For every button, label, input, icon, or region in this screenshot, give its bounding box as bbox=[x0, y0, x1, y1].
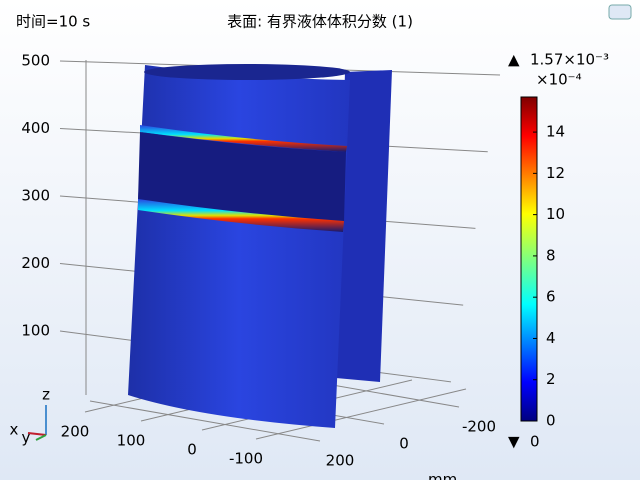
y-tick-label: 0 bbox=[399, 435, 409, 453]
x-tick-label: -100 bbox=[229, 450, 263, 468]
z-tick-label: 200 bbox=[21, 254, 50, 272]
colorbar-tick-label: 6 bbox=[546, 288, 556, 306]
interface-band bbox=[138, 199, 344, 232]
y-tick-label: 200 bbox=[326, 452, 355, 470]
z-tick-label: 100 bbox=[21, 322, 50, 340]
colorbar-scale: ×10⁻⁴ bbox=[536, 71, 582, 89]
colorbar-max: 1.57×10⁻³ bbox=[530, 51, 609, 69]
cylinder-top bbox=[144, 64, 350, 80]
colorbar bbox=[520, 96, 538, 422]
colorbar-tick-label: 0 bbox=[546, 412, 556, 430]
max-marker: ▲ bbox=[508, 51, 520, 69]
colorbar-tick-label: 2 bbox=[546, 370, 556, 388]
x-tick-label: 100 bbox=[117, 432, 146, 450]
colorbar-tick-label: 4 bbox=[546, 329, 556, 347]
logo bbox=[608, 4, 632, 20]
colorbar-tick-label: 10 bbox=[546, 205, 565, 223]
cylinder bbox=[128, 65, 350, 428]
grid-line bbox=[255, 388, 467, 440]
triad-y bbox=[35, 434, 47, 441]
colorbar-min: 0 bbox=[530, 433, 540, 451]
z-tick-label: 500 bbox=[21, 52, 50, 70]
colorbar-tick-label: 12 bbox=[546, 164, 565, 182]
triad-x bbox=[27, 432, 47, 436]
colorbar-tick-label: 8 bbox=[546, 246, 556, 264]
x-tick-label: 0 bbox=[187, 441, 197, 459]
y-tick-label: -200 bbox=[462, 418, 496, 436]
grid-line bbox=[89, 400, 321, 442]
z-tick-label: 400 bbox=[21, 119, 50, 137]
triad-label: y bbox=[22, 429, 31, 447]
title: 表面: 有界液体体积分数 (1) bbox=[227, 13, 413, 31]
axis-unit: mm bbox=[428, 471, 457, 480]
interface-band bbox=[140, 125, 347, 152]
triad-label: x bbox=[10, 421, 19, 439]
panel bbox=[336, 70, 392, 382]
min-marker: ▼ bbox=[508, 433, 520, 451]
triad-label: z bbox=[42, 386, 50, 404]
dark-band bbox=[138, 132, 346, 222]
z-tick-label: 300 bbox=[21, 187, 50, 205]
time-label: 时间=10 s bbox=[16, 13, 90, 31]
x-tick-label: 200 bbox=[61, 423, 90, 441]
colorbar-tick-label: 14 bbox=[546, 123, 565, 141]
